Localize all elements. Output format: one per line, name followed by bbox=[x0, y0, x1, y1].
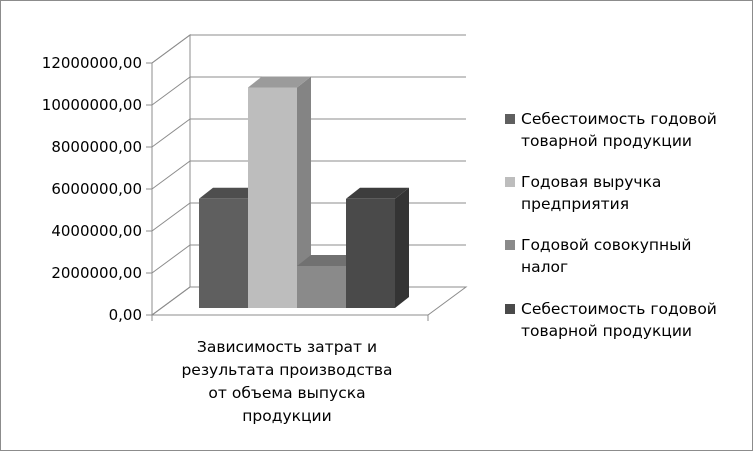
x-axis: Зависимость затрат и результата производс… bbox=[151, 314, 429, 425]
legend-swatch bbox=[505, 304, 515, 314]
bar-top-face bbox=[297, 255, 360, 266]
x-category-label: Зависимость затрат и результата производс… bbox=[181, 338, 392, 425]
bar-side-face bbox=[395, 187, 409, 308]
bars bbox=[199, 76, 409, 308]
y-tick-label: 12000000,00 bbox=[42, 54, 142, 72]
y-tick-label: 4000000,00 bbox=[51, 222, 142, 240]
legend-swatch bbox=[505, 114, 515, 124]
gridline bbox=[151, 76, 466, 106]
legend-item-2: Годовая выручка предприятия bbox=[505, 173, 661, 213]
gridline bbox=[151, 34, 466, 64]
bar-front-face bbox=[297, 266, 346, 308]
legend-label: Годовая выручка предприятия bbox=[521, 173, 661, 213]
legend-label: Годовой совокупный налог bbox=[521, 236, 692, 276]
y-axis: 0,00 2000000,00 4000000,00 6000000,00 800000… bbox=[42, 54, 153, 324]
bar-top-face bbox=[346, 187, 409, 199]
legend-swatch bbox=[505, 177, 515, 187]
gridline bbox=[151, 118, 466, 148]
y-tick-label: 2000000,00 bbox=[51, 264, 142, 282]
legend-item-4: Себестоимость годовой товарной продукции bbox=[505, 300, 717, 340]
legend-label: Себестоимость годовой товарной продукции bbox=[521, 300, 717, 340]
legend-item-1: Себестоимость годовой товарной продукции bbox=[505, 110, 717, 150]
bar-2 bbox=[248, 76, 311, 308]
bar-front-face bbox=[248, 87, 297, 308]
legend-swatch bbox=[505, 240, 515, 250]
bar-front-face bbox=[199, 198, 248, 308]
y-tick-label: 0,00 bbox=[109, 306, 142, 324]
bar-top-face bbox=[199, 187, 262, 199]
y-tick-label: 10000000,00 bbox=[42, 96, 142, 114]
gridlines bbox=[151, 34, 466, 316]
bar-side-face bbox=[297, 76, 311, 308]
bar-front-face bbox=[346, 198, 395, 308]
y-tick-label: 8000000,00 bbox=[51, 138, 142, 156]
y-tick-label: 6000000,00 bbox=[51, 180, 142, 198]
gridline bbox=[151, 160, 466, 190]
legend: Себестоимость годовой товарной продукции Г… bbox=[505, 110, 717, 340]
legend-label: Себестоимость годовой товарной продукции bbox=[521, 110, 717, 150]
legend-item-3: Годовой совокупный налог bbox=[505, 236, 692, 276]
bar-top-face bbox=[248, 76, 311, 88]
bar-4 bbox=[346, 187, 409, 308]
